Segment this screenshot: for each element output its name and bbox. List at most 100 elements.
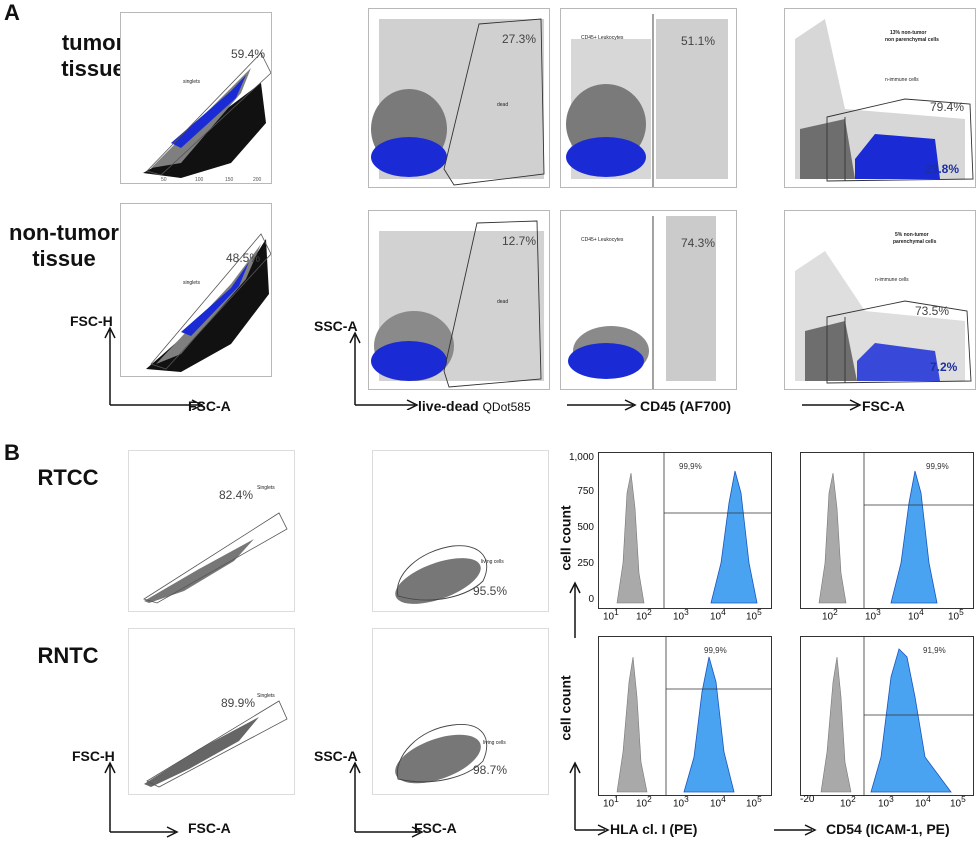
panel-letter-b: B (4, 440, 20, 465)
xtick: 10 (878, 798, 890, 810)
cd54-pct: 99,9% (926, 462, 949, 471)
axis-label-ssc-a-a: SSC-A (314, 318, 358, 334)
live-dead-text: live-dead (418, 398, 479, 414)
axis-arrow-b1 (104, 761, 179, 838)
xtick: 10 (636, 611, 648, 623)
panel-letter-a: A (4, 0, 20, 25)
blue-histogram (870, 648, 952, 793)
scatter-blue-cloud (371, 137, 447, 177)
dead-pct: 12.7% (502, 234, 536, 248)
axis-label-fsc-a-a4: FSC-A (862, 398, 905, 414)
axis-arrow-a1 (104, 326, 204, 410)
axis-label-hla: HLA cl. I (PE) (610, 821, 698, 837)
dead-gate (443, 220, 542, 388)
axis-label-fsc-a-b: FSC-A (188, 820, 231, 836)
dead-pct: 27.3% (502, 32, 536, 46)
axis-label-cd45: CD45 (AF700) (640, 398, 732, 414)
gray-histogram (616, 472, 645, 604)
scatter-blue-cloud (566, 137, 646, 177)
hist-b-rtcc-cd54: 99,9% (800, 452, 974, 609)
living-gate (396, 545, 488, 601)
row-label-rntc: RNTC (37, 643, 99, 668)
axis-arrow-b4 (569, 761, 610, 836)
hist-yticks-rtcc-hla: 1,000 750 500 250 0 (568, 452, 596, 607)
hist-b-rtcc-hla: 99,9% (598, 452, 772, 609)
nonimmune-gate-label: n-immune cells (885, 77, 919, 83)
singlets-gate (146, 700, 288, 788)
xtick: 10 (950, 798, 962, 810)
xtick: 10 (948, 611, 960, 623)
living-gate (396, 724, 488, 783)
living-gate-label: living cells (481, 559, 504, 565)
singlets-gate-label: singlets (183, 79, 200, 85)
cd45-pct: 51.1% (681, 34, 715, 48)
cd45-gate-label: CD45+ Leukocytes (581, 35, 624, 41)
row-label-line1: non-tumor (9, 220, 119, 245)
scatter-cloud (146, 239, 269, 372)
nonimmune-pct: 73.5% (915, 304, 949, 318)
row-label-line2: tissue (32, 246, 96, 271)
cd54-pct: 91,9% (923, 646, 946, 655)
scatter-cloud (395, 558, 481, 604)
axis-label-fsc-a-a: FSC-A (188, 398, 231, 414)
blue-pct: 23.8% (925, 162, 959, 176)
singlets-gate-label: Singlets (257, 485, 275, 491)
singlets-pct: 89.9% (221, 696, 255, 710)
axis-arrow-b3 (569, 581, 581, 638)
axis-arrow-b2 (349, 761, 424, 838)
live-dead-sub: QDot585 (482, 400, 531, 414)
scatter-cloud (144, 539, 254, 603)
axis-label-fsc-h-a: FSC-H (70, 313, 113, 329)
blue-histogram (683, 656, 735, 793)
scatter-blue-cloud (568, 343, 644, 379)
scatter-light-cloud (656, 19, 728, 179)
nonimmune-gate (826, 300, 972, 384)
singlets-gate (143, 512, 288, 604)
singlets-gate-label: singlets (183, 280, 200, 286)
xtick: 10 (603, 798, 615, 810)
gray-histogram (818, 472, 847, 604)
ytick: 500 (577, 522, 594, 533)
scatter-blue-cloud (371, 341, 447, 381)
dead-gate-label: dead (497, 299, 508, 305)
cd45-pct: 74.3% (681, 236, 715, 250)
nonimmune-pct: 79.4% (930, 100, 964, 114)
axis-arrow-a3 (567, 399, 637, 411)
blue-pct: 7.2% (930, 360, 958, 374)
plot-b-rtcc-singlets: 82.4% Singlets (128, 450, 295, 612)
xtick: 10 (908, 611, 920, 623)
plot-a-nontumor-dead: 12.7% dead (368, 210, 550, 390)
living-gate-label: living cells (483, 740, 506, 746)
xtick: 10 (840, 798, 852, 810)
ytick: 250 (577, 558, 594, 569)
xtick: 10 (746, 611, 758, 623)
singlets-gate-label: Singlets (257, 693, 275, 699)
hist-b-rntc-cd54: 91,9% (800, 636, 974, 796)
xtick: 10 (636, 798, 648, 810)
hist-xticks-rntc-cd54: -20 102 103 104 105 (800, 794, 966, 810)
scatter-dark-cloud (800, 119, 855, 179)
ytick: 0 (588, 594, 594, 605)
axis-label-cell-count-1: cell count (557, 505, 574, 571)
hist-xticks-rtcc-cd54: 102 103 104 105 (822, 607, 964, 623)
axis-arrow-a4 (802, 399, 862, 411)
axis-label-fsc-a-b2: FSC-A (414, 820, 457, 836)
note-line2: non parenchymal cells (885, 37, 939, 43)
singlets-pct: 48.5% (226, 251, 260, 265)
plot-b-rntc-singlets: 89.9% Singlets (128, 628, 295, 795)
xtick: 10 (603, 611, 615, 623)
living-pct: 95.5% (473, 584, 507, 598)
scatter-cloud (143, 68, 266, 178)
plot-a-tumor-cd45: CD45+ Leukocytes 51.1% (560, 8, 737, 188)
xtick: 10 (915, 798, 927, 810)
xtick: 10 (673, 798, 685, 810)
svg-text:200: 200 (253, 177, 262, 183)
gray-histogram (616, 656, 648, 793)
scatter-blue-cloud (855, 134, 940, 179)
scatter-dark-cloud (805, 321, 857, 381)
dead-gate (443, 18, 545, 186)
axis-label-cd54: CD54 (ICAM-1, PE) (826, 821, 950, 837)
scatter-cloud (144, 717, 259, 787)
row-label-rtcc: RTCC (37, 465, 99, 490)
axis-label-live-dead: live-dead QDot585 (418, 398, 531, 414)
